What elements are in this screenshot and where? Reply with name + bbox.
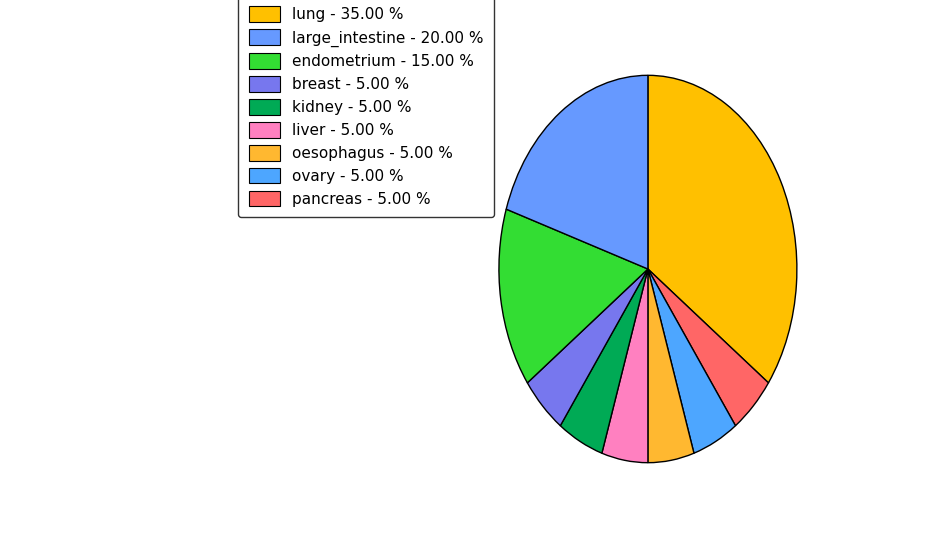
Wedge shape — [499, 209, 648, 383]
Wedge shape — [648, 75, 797, 383]
Wedge shape — [561, 269, 648, 453]
Wedge shape — [648, 269, 694, 463]
Wedge shape — [648, 269, 735, 453]
Wedge shape — [528, 269, 648, 426]
Wedge shape — [602, 269, 648, 463]
Wedge shape — [648, 269, 768, 426]
Legend: lung - 35.00 %, large_intestine - 20.00 %, endometrium - 15.00 %, breast - 5.00 : lung - 35.00 %, large_intestine - 20.00 … — [239, 0, 494, 217]
Wedge shape — [506, 75, 648, 269]
